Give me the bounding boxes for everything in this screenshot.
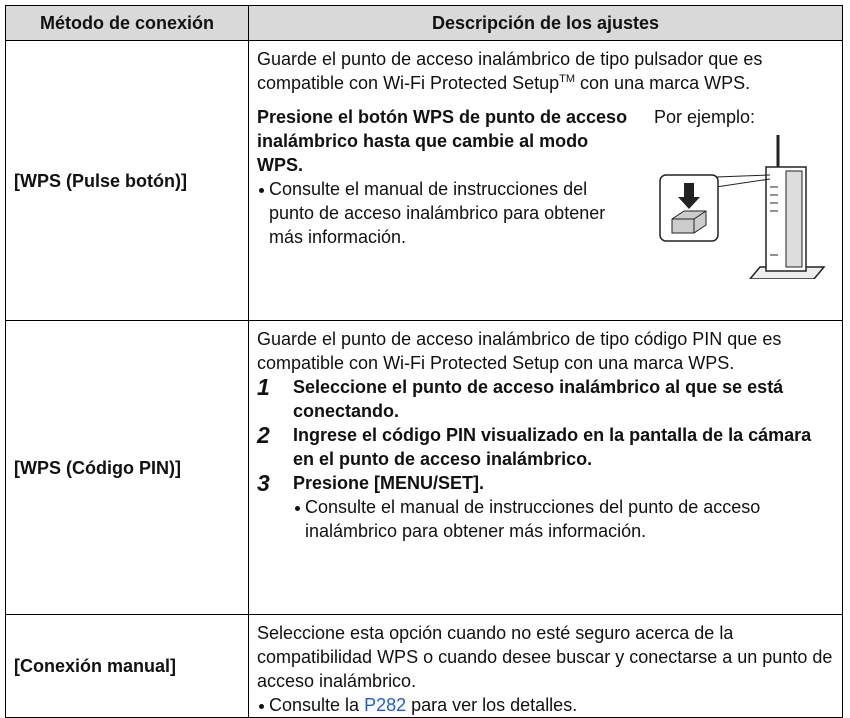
note: Consulte la P282 para ver los detalles. <box>257 693 834 717</box>
method-cell: [WPS (Código PIN)] <box>5 320 249 615</box>
description-cell: Guarde el punto de acceso inalámbrico de… <box>248 320 843 615</box>
step-text: Ingrese el código PIN visualizado en la … <box>293 425 812 469</box>
text: para ver los detalles. <box>406 695 578 715</box>
intro: Guarde el punto de acceso inalámbrico de… <box>257 329 782 373</box>
step: 3 Presione [MENU/SET]. <box>257 471 834 495</box>
description-cell: Seleccione esta opción cuando no esté se… <box>248 614 843 718</box>
note: Consulte el manual de instrucciones del … <box>257 177 636 249</box>
instruction: Presione el botón WPS de punto de acceso… <box>257 107 628 175</box>
example: Por ejemplo: <box>636 105 834 285</box>
row: [WPS (Código PIN)] Guarde el punto de ac… <box>5 320 843 615</box>
intro: Guarde el punto de acceso inalámbrico de… <box>257 47 834 95</box>
example-label: Por ejemplo: <box>654 107 756 127</box>
method-cell: [Conexión manual] <box>5 614 249 718</box>
description-cell: Guarde el punto de acceso inalámbrico de… <box>248 40 843 321</box>
router-illustration <box>659 135 826 280</box>
step-number: 3 <box>257 470 270 496</box>
step-number: 2 <box>257 422 270 448</box>
text: Guarde el punto de acceso inalámbrico de… <box>257 49 763 93</box>
step: 2 Ingrese el código PIN visualizado en la… <box>257 423 834 471</box>
header-row: Método de conexión Descripción de los aj… <box>5 5 843 41</box>
method-cell: [WPS (Pulse botón)] <box>5 40 249 321</box>
row: [WPS (Pulse botón)] Guarde el punto de a… <box>5 40 843 321</box>
step: 1 Seleccione el punto de acceso inalámbri… <box>257 375 834 423</box>
text: Consulte la <box>269 695 365 715</box>
header-cell: Método de conexión <box>5 5 249 41</box>
step-text: Seleccione el punto de acceso inalámbric… <box>293 377 784 421</box>
row: [Conexión manual] Seleccione esta opción… <box>5 614 843 718</box>
example-block: Presione el botón WPS de punto de acceso… <box>257 105 834 285</box>
step-text: Presione [MENU/SET]. <box>293 473 485 493</box>
intro: Seleccione esta opción cuando no esté se… <box>257 623 833 691</box>
instructions: Presione el botón WPS de punto de acceso… <box>257 105 636 285</box>
page-link[interactable]: P282 <box>364 695 407 715</box>
note: Consulte el manual de instrucciones del … <box>293 495 834 543</box>
text: con una marca WPS. <box>575 73 751 93</box>
trademark: TM <box>559 73 576 85</box>
settings-table: Método de conexión Descripción de los aj… <box>5 5 843 718</box>
header-cell: Descripción de los ajustes <box>248 5 843 41</box>
step-number: 1 <box>257 374 270 400</box>
